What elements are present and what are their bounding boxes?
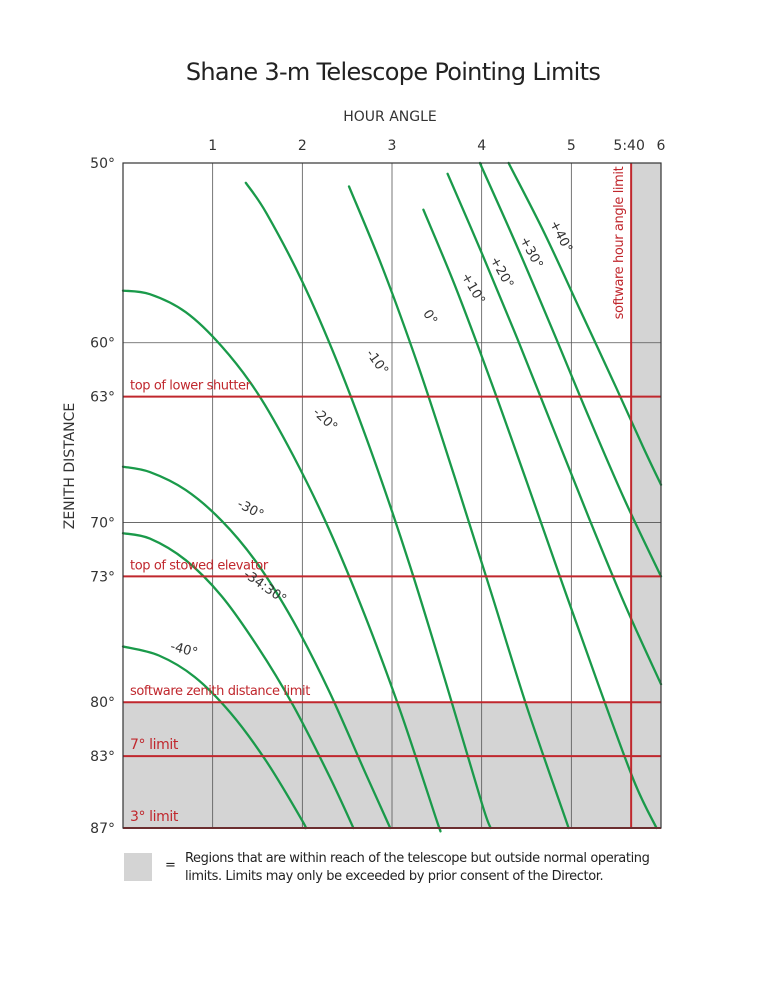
x-tick-1: 1 <box>208 138 217 154</box>
y-tick-50: 50° <box>90 156 115 172</box>
curve-20 <box>446 172 663 686</box>
x-tick-4: 4 <box>477 138 486 154</box>
y-tick-83: 83° <box>90 749 115 765</box>
curve-34-30 <box>121 532 355 830</box>
legend-swatch <box>124 853 152 881</box>
curve-30 <box>121 465 392 830</box>
x-axis-title: HOUR ANGLE <box>343 109 437 125</box>
y-tick-60: 60° <box>90 336 115 352</box>
legend-line-0: Regions that are within reach of the tel… <box>185 851 650 866</box>
y-tick-80: 80° <box>90 695 115 711</box>
curve-label-20: -20° <box>309 405 340 435</box>
curve-0 <box>347 185 570 830</box>
curve-label-10: -10° <box>363 347 391 378</box>
curve-label-40: -40° <box>169 639 200 661</box>
limit-label-software-zenith-distance-limit: software zenith distance limit <box>130 684 310 699</box>
x-tick-5: 5 <box>567 138 576 154</box>
plot-frame <box>122 162 662 829</box>
curve-40 <box>507 161 663 486</box>
y-tick-63: 63° <box>90 390 115 406</box>
y-axis-title: ZENITH DISTANCE <box>62 403 78 530</box>
curve-label-30: -30° <box>235 497 267 523</box>
gridlines <box>123 163 661 828</box>
x-tick-3: 3 <box>388 138 397 154</box>
limit-label-top-of-lower-shutter: top of lower shutter <box>130 379 252 394</box>
y-tick-70: 70° <box>90 515 115 531</box>
x-tick-labels: 1 2 3 4 5 5:40 6 <box>208 138 665 154</box>
curve-label-0: 0° <box>419 307 440 327</box>
limit-label-software-hour-angle-limit: software hour angle limit <box>612 166 627 319</box>
y-tick-87: 87° <box>90 821 115 837</box>
legend-line-1: limits. Limits may only be exceeded by p… <box>185 869 603 884</box>
declination-curves <box>121 161 663 833</box>
chart-title: Shane 3-m Telescope Pointing Limits <box>186 58 601 86</box>
x-tick-2: 2 <box>298 138 307 154</box>
curve-30 <box>478 161 663 578</box>
curve-label-40: +40° <box>546 218 575 255</box>
shaded-region-1 <box>631 163 661 828</box>
limit-label-3-limit: 3° limit <box>130 809 179 825</box>
curve-10 <box>244 181 492 830</box>
legend: = Regions that are within reach of the te… <box>124 851 650 884</box>
limit-label-top-of-stowed-elevator: top of stowed elevator <box>130 558 269 573</box>
curve-40 <box>121 645 308 830</box>
limit-label-7-limit: 7° limit <box>130 737 179 753</box>
plot-border <box>122 162 662 829</box>
curve-10 <box>422 208 658 830</box>
y-tick-labels: 50° 60° 63° 70° 73° 80° 83° 87° <box>90 156 115 837</box>
y-tick-73: 73° <box>90 569 115 585</box>
x-tick-6: 6 <box>657 138 666 154</box>
legend-equals: = <box>165 858 176 873</box>
limit-labels: top of lower shutter top of stowed elevat… <box>130 166 627 825</box>
curve-20 <box>121 289 442 833</box>
limit-lines <box>123 163 661 829</box>
x-tick-5-40: 5:40 <box>613 138 644 154</box>
curve-labels: +40°+30°+20°+10°0°-10°-20°-30°-34:30°-40… <box>169 218 575 661</box>
